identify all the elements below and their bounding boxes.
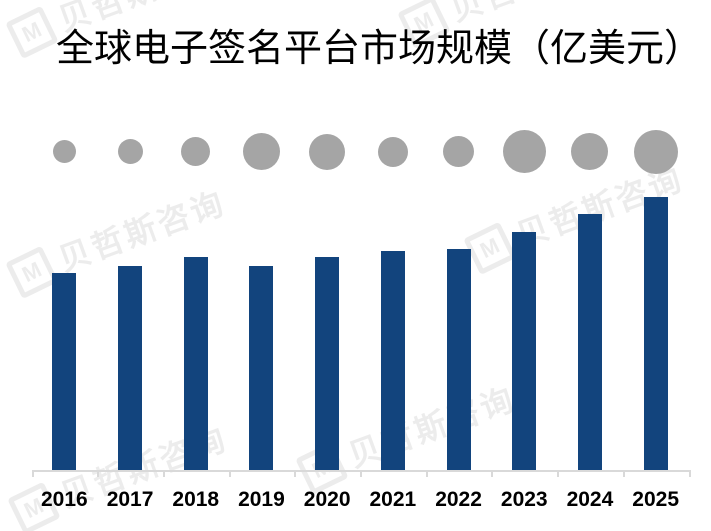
growth-bubble [443,136,475,167]
x-axis-tick [425,470,428,477]
x-axis-label: 2021 [369,488,417,511]
x-axis-label: 2018 [172,488,220,511]
watermark-logo-icon: M [463,221,517,276]
x-axis-tick [228,470,231,477]
x-axis-tick [294,470,297,477]
growth-bubble [181,137,211,166]
bar [380,251,405,470]
x-axis-label: 2020 [303,488,351,511]
growth-bubble [502,130,546,173]
bar [643,197,668,470]
x-axis-label: 2025 [632,488,679,511]
bar [249,266,274,470]
growth-bubble [571,133,609,170]
x-axis-tick [97,470,100,477]
bar [577,214,602,470]
growth-bubble [242,133,280,170]
x-axis-label: 2023 [500,488,548,511]
growth-bubble [52,140,76,163]
x-axis-tick [688,470,691,477]
bar [183,257,208,470]
growth-bubble [633,129,678,174]
chart-title: 全球电子签名平台市场规模（亿美元） [56,28,703,70]
x-axis-tick [557,470,560,477]
growth-bubble [377,136,408,167]
x-axis-tick [162,470,165,477]
bar [52,273,77,470]
x-axis-label: 2019 [238,488,285,511]
watermark-logo-icon: M [5,245,59,300]
x-axis-tick [622,470,625,477]
bar [446,249,471,470]
x-axis-label: 2016 [40,488,88,511]
watermark-text: 贝哲斯咨询 [343,380,521,475]
growth-bubble [117,139,143,164]
x-axis-tick [31,470,34,477]
x-axis-label: 2024 [566,488,614,511]
x-axis-tick [360,470,362,477]
x-axis-label: 2017 [106,488,154,511]
bar [512,232,537,470]
growth-bubble [309,133,346,170]
watermark-logo-icon: M [5,5,59,60]
bar [118,266,143,470]
x-axis-tick [491,470,494,477]
x-axis-label: 2022 [435,488,482,511]
bar [315,257,340,470]
